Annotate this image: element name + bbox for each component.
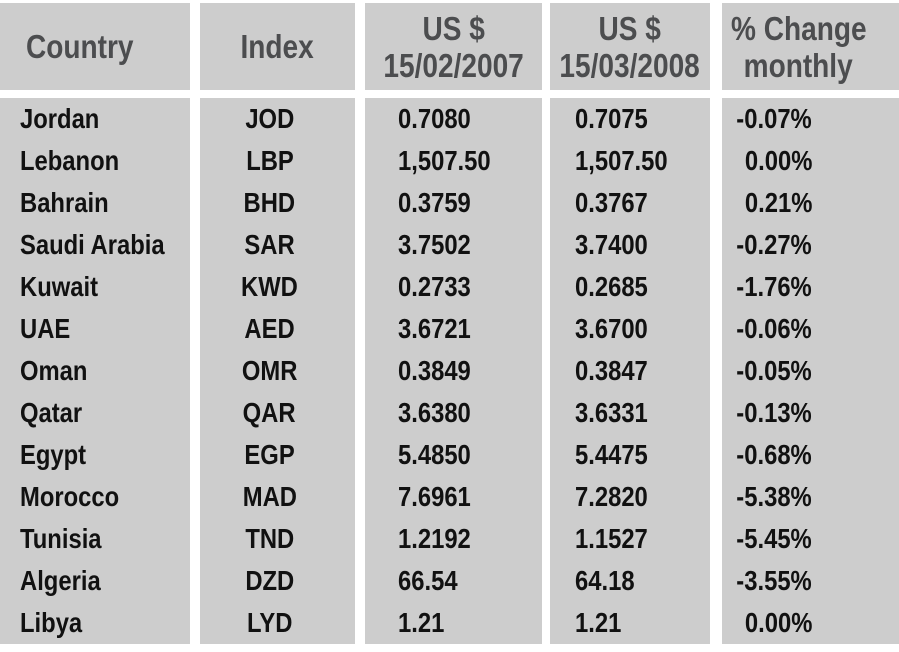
cell-change: -0.68%: [736, 439, 812, 470]
cell-usd-2008: 3.6331: [575, 397, 648, 428]
cell-change: -0.07%: [736, 103, 812, 134]
header-country: Country: [0, 3, 190, 90]
cell-index: OMR: [241, 355, 298, 386]
country-column: Jordan Lebanon Bahrain Saudi Arabia Kuwait UA…: [0, 98, 190, 644]
cell-index: QAR: [243, 397, 296, 428]
cell-usd-2008: 0.3767: [575, 187, 648, 218]
table-body: Jordan Lebanon Bahrain Saudi Arabia Kuwait UA…: [0, 98, 899, 644]
change-column: -0.07% 0.00% 0.21% -0.27% -1.76% -0.06% -0.05%…: [722, 98, 899, 644]
cell-index: SAR: [244, 229, 295, 260]
cell-country: Oman: [20, 355, 88, 386]
cell-change: -0.06%: [736, 313, 812, 344]
header-row: Country Index US $ 15/02/2007 US $ 15/03…: [0, 3, 899, 90]
cell-country: Egypt: [20, 439, 87, 470]
cell-usd-2007: 0.3759: [398, 187, 471, 218]
cell-index: EGP: [244, 439, 295, 470]
cell-country: Qatar: [20, 397, 83, 428]
cell-index: JOD: [245, 103, 294, 134]
cell-usd-2008: 1.1527: [575, 523, 648, 554]
cell-usd-2007: 0.3849: [398, 355, 471, 386]
cell-index: AED: [244, 313, 295, 344]
cell-country: Lebanon: [20, 145, 120, 176]
header-usd-2008-line1: US $: [598, 9, 662, 47]
cell-country: Morocco: [20, 481, 120, 512]
cell-index: MAD: [242, 481, 297, 512]
cell-index: LBP: [245, 145, 294, 176]
header-usd-2008: US $ 15/03/2008: [550, 3, 710, 90]
cell-change: 0.00%: [744, 145, 812, 176]
cell-usd-2008: 1,507.50: [575, 145, 668, 176]
cell-index: KWD: [241, 271, 298, 302]
header-usd-2007-line2: 15/02/2007: [383, 46, 524, 84]
cell-country: UAE: [20, 313, 71, 344]
header-change-line1: % Change: [730, 9, 867, 47]
cell-usd-2007: 3.6380: [398, 397, 471, 428]
cell-usd-2007: 1.2192: [398, 523, 471, 554]
cell-change: -0.05%: [736, 355, 812, 386]
cell-usd-2008: 1.21: [575, 607, 622, 638]
cell-change: -1.76%: [736, 271, 812, 302]
cell-country: Algeria: [20, 565, 101, 596]
header-index-label: Index: [240, 28, 315, 65]
cell-index: DZD: [245, 565, 294, 596]
cell-usd-2008: 7.2820: [575, 481, 648, 512]
header-country-label: Country: [26, 28, 134, 65]
cell-usd-2007: 3.6721: [398, 313, 471, 344]
header-usd-2008-line2: 15/03/2008: [559, 46, 701, 84]
cell-index: LYD: [246, 607, 293, 638]
cell-usd-2008: 5.4475: [575, 439, 648, 470]
cell-usd-2008: 0.2685: [575, 271, 648, 302]
cell-usd-2007: 3.7502: [398, 229, 471, 260]
cell-country: Bahrain: [20, 187, 109, 218]
cell-change: 0.00%: [744, 607, 812, 638]
cell-index: TND: [245, 523, 294, 554]
cell-change: -0.13%: [736, 397, 812, 428]
cell-usd-2007: 1,507.50: [398, 145, 491, 176]
index-column: JOD LBP BHD SAR KWD AED OMR QAR EGP MAD TND DZD LYD: [200, 98, 355, 644]
cell-country: Libya: [20, 607, 83, 638]
cell-usd-2007: 0.2733: [398, 271, 471, 302]
header-usd-2007: US $ 15/02/2007: [365, 3, 542, 90]
cell-change: -3.55%: [736, 565, 812, 596]
cell-usd-2008: 64.18: [575, 565, 635, 596]
cell-usd-2007: 66.54: [398, 565, 458, 596]
cell-change: 0.21%: [744, 187, 812, 218]
cell-usd-2008: 0.7075: [575, 103, 648, 134]
header-change-line2: monthly: [743, 46, 854, 84]
cell-country: Jordan: [20, 103, 100, 134]
header-change: % Change monthly: [722, 3, 899, 90]
cell-usd-2007: 7.6961: [398, 481, 471, 512]
cell-usd-2007: 1.21: [398, 607, 445, 638]
cell-country: Saudi Arabia: [20, 229, 165, 260]
cell-change: -5.45%: [736, 523, 812, 554]
cell-change: -0.27%: [736, 229, 812, 260]
cell-usd-2007: 5.4850: [398, 439, 471, 470]
cell-usd-2008: 0.3847: [575, 355, 648, 386]
cell-country: Tunisia: [20, 523, 102, 554]
cell-usd-2007: 0.7080: [398, 103, 471, 134]
usd-2007-column: 0.7080 1,507.50 0.3759 3.7502 0.2733 3.6721 0.…: [365, 98, 542, 644]
cell-country: Kuwait: [20, 271, 99, 302]
cell-index: BHD: [243, 187, 296, 218]
header-usd-2007-line1: US $: [422, 9, 485, 47]
header-index: Index: [200, 3, 355, 90]
usd-2008-column: 0.7075 1,507.50 0.3767 3.7400 0.2685 3.6700 0.…: [550, 98, 710, 644]
cell-usd-2008: 3.6700: [575, 313, 648, 344]
cell-change: -5.38%: [736, 481, 812, 512]
cell-usd-2008: 3.7400: [575, 229, 648, 260]
